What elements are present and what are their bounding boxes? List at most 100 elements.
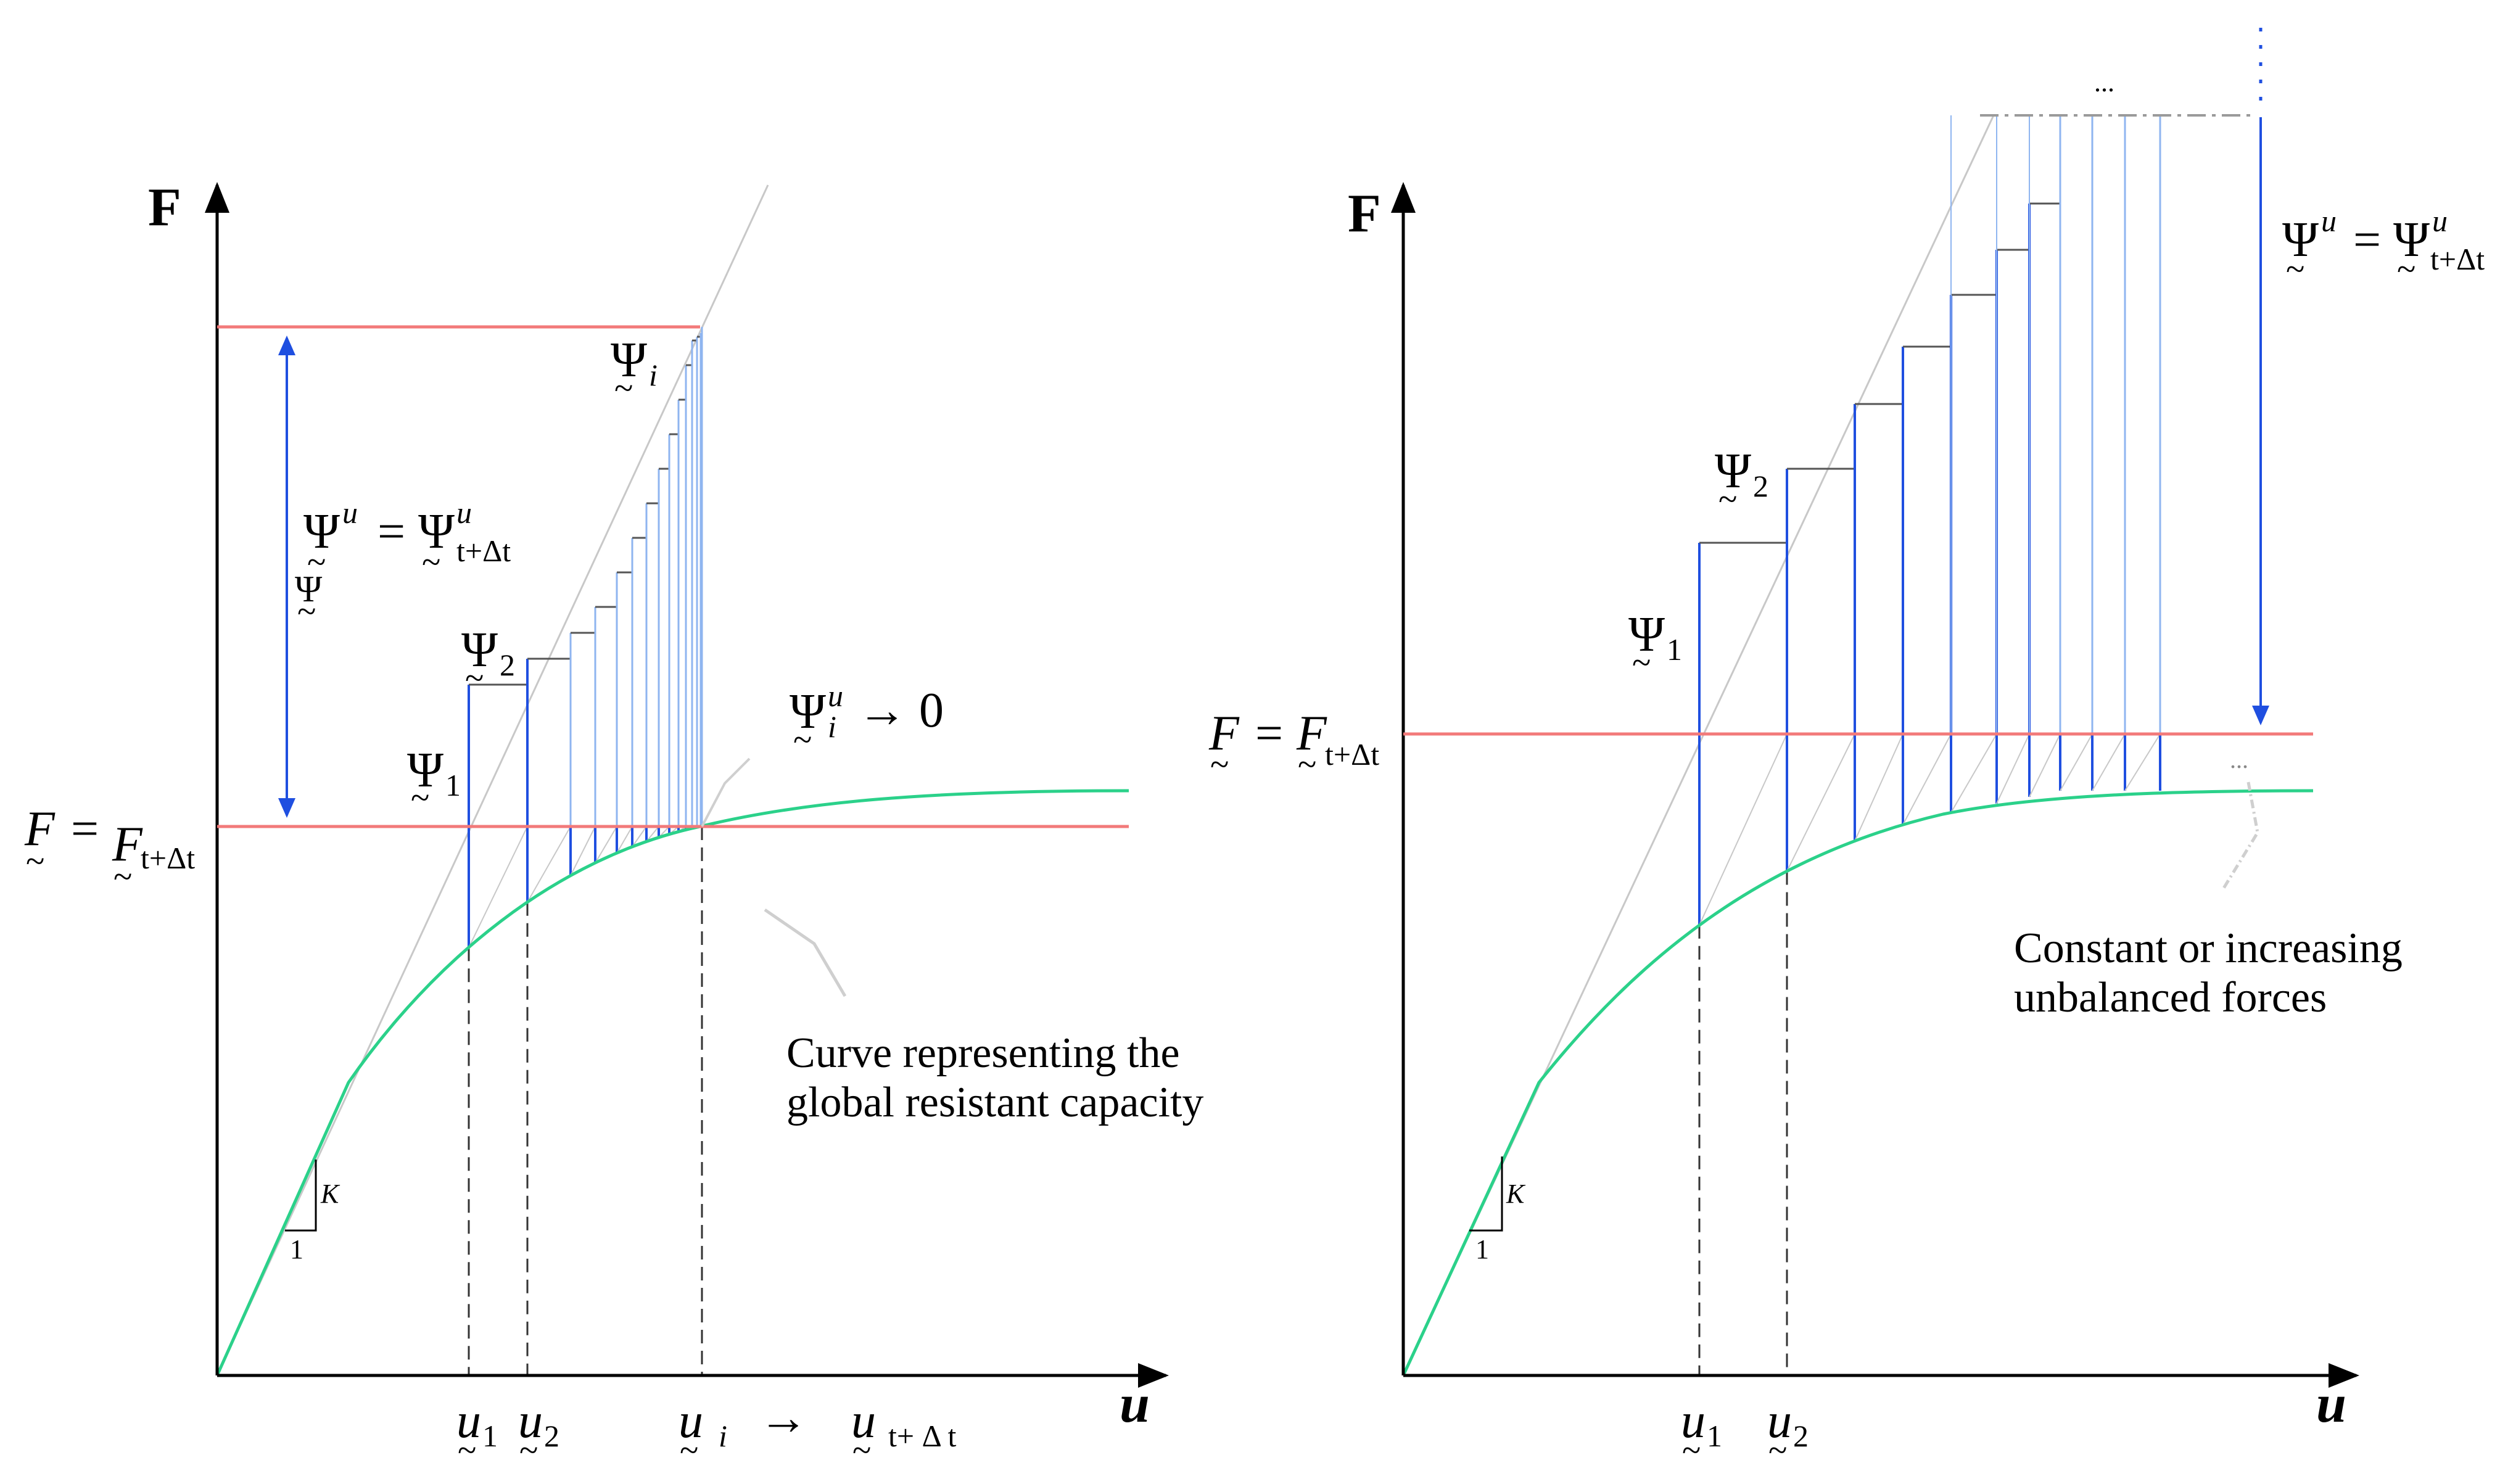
u-symbol: u [1767,1394,1792,1448]
u-symbol: u [1681,1394,1706,1448]
iteration-secant-line [2092,733,2126,791]
left-u2-label: u ~ 2 [518,1394,559,1470]
tilde-mark: ~ [519,1432,538,1470]
left-curve-note-line2: global resistant capacity [786,1079,1203,1126]
limit-value: 0 [919,683,944,738]
iteration-secant-line [632,826,647,847]
tilde-mark: ~ [2286,250,2304,289]
left-curve-note-line1: Curve representing the [786,1029,1180,1077]
left-psi-u-eq: = [377,505,405,559]
psi-superscript: u [828,678,843,713]
psi-symbol: Ψ [790,685,826,739]
left-psi-u-rhs: Ψ [418,505,455,559]
right-iteration-lines [1402,115,2161,1376]
right-slope-one: 1 [1475,1234,1489,1264]
left-f-lhs: F [24,802,56,856]
left-psi-u-lhs: Ψ [303,505,340,559]
right-capacity-curve [1401,789,2314,1377]
right-f-rhs-sub: t+Δt [1325,737,1379,772]
u-symbol: u [679,1394,703,1448]
left-u-final-label: u ~ t+ Δ t [851,1394,956,1470]
u-symbol: u [518,1394,543,1448]
iteration-secant-line [1786,733,1855,872]
iteration-secant-line [1996,733,2030,804]
right-psi-u-equation: Ψ ~ u = Ψ ~ u t+Δt [2282,204,2485,289]
psi-symbol: Ψ [461,623,498,677]
right-psi-u-eq: = [2353,213,2381,267]
right-psi-1-label: Ψ ~ 1 [1628,608,1682,682]
u-subscript: 2 [1793,1419,1809,1453]
left-slope-one: 1 [290,1234,303,1264]
iteration-secant-line [468,826,528,948]
right-f-rhs: F [1296,706,1327,761]
left-iteration-lines [216,184,769,1376]
right-x-axis-label: u [2316,1374,2346,1434]
right-note-line2: unbalanced forces [2014,974,2327,1021]
tilde-mark: ~ [2397,250,2415,289]
u-subscript: t+ Δ t [888,1419,956,1453]
right-f-eq: = [1255,706,1283,761]
iteration-secant-line [1902,733,1952,825]
psi-symbol: Ψ [407,743,443,798]
tilde-mark: ~ [113,858,132,896]
psi-symbol: Ψ [1715,444,1751,498]
iteration-secant-line [1699,733,1788,926]
left-psi-u-rhs-sup: u [456,495,472,530]
iteration-secant-line [527,826,571,903]
tilde-mark: ~ [422,543,440,582]
right-u2-label: u ~ 2 [1767,1394,1809,1470]
right-slope-triangle [1469,1156,1503,1232]
left-psi-side-symbol: Ψ [295,569,323,609]
u-subscript: 2 [544,1419,559,1453]
left-f-equation: F ~ = F ~ t+Δt [24,802,195,896]
left-f-eq: = [71,802,99,856]
right-psi-2-label: Ψ ~ 2 [1715,444,1768,519]
tilde-mark: ~ [1210,746,1229,784]
psi-subscript: 2 [500,648,515,682]
tilde-mark: ~ [680,1432,698,1470]
tilde-mark: ~ [1682,1432,1701,1470]
psi-subscript: i [828,709,836,744]
right-f-equation: F ~ = F ~ t+Δt [1208,706,1379,784]
right-note-leader [2222,781,2259,889]
right-panel: F u F ~ = F ~ t+Δt Ψ ~ u = Ψ ~ u t+Δt Ψ … [1208,28,2485,1470]
tilde-mark: ~ [1768,1432,1787,1470]
tilde-mark: ~ [1632,644,1651,682]
psi-subscript: i [649,358,658,392]
left-note-leader [764,908,847,997]
left-psi-u-lhs-sup: u [342,495,358,530]
left-psi-zero-leader [701,757,751,827]
right-y-axis-label: F [1348,184,1381,244]
left-y-axis-label: F [148,178,181,237]
u-symbol: u [456,1394,481,1448]
u-subscript: i [719,1419,727,1453]
left-psi-2-label: Ψ ~ 2 [461,623,515,698]
tilde-mark: ~ [465,659,484,698]
iteration-secant-line [2029,733,2061,798]
psi-subscript: 2 [1753,469,1768,503]
right-u1-label: u ~ 1 [1681,1394,1722,1470]
right-psi-u-rhs: Ψ [2393,213,2430,267]
left-f-rhs: F [112,817,143,872]
initial-stiffness-line [216,184,769,1376]
right-slope-k: K [1506,1179,1526,1209]
left-slope-k: K [320,1179,340,1209]
tilde-mark: ~ [411,779,429,817]
tilde-mark: ~ [458,1432,476,1470]
psi-subscript: 1 [445,768,461,802]
left-x-axis-label: u [1120,1374,1150,1434]
iteration-secant-line [646,826,659,843]
right-psi-u-lhs-sup: u [2321,204,2337,238]
psi-subscript: 1 [1667,632,1682,667]
right-side-ellipsis: ... [2230,746,2248,773]
tilde-mark: ~ [307,543,326,582]
left-psi-i-zero-label: Ψ ~ u i → 0 [790,678,944,759]
tilde-mark: ~ [297,593,316,631]
psi-symbol: Ψ [1628,608,1665,662]
tilde-mark: ~ [614,369,633,408]
left-psi-i-label: Ψ ~ i [611,333,658,408]
iteration-secant-line [1950,733,1997,813]
left-ui-label: u ~ i [679,1394,727,1470]
u-subscript: 1 [482,1419,498,1453]
